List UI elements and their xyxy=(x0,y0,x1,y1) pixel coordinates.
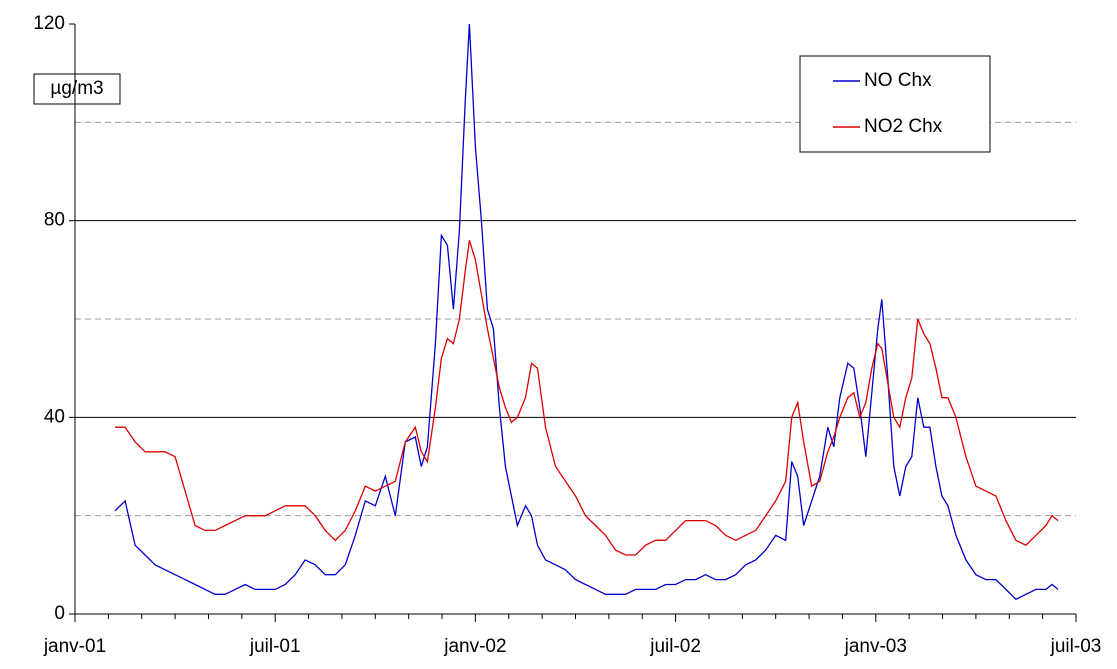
y-tick-label: 120 xyxy=(33,13,65,34)
legend-label: NO2 Chx xyxy=(864,116,943,137)
x-tick-label: janv-01 xyxy=(43,636,106,657)
x-tick-label: juil-03 xyxy=(1050,636,1102,657)
y-tick-label: 80 xyxy=(44,210,65,231)
y-tick-label: 40 xyxy=(44,406,65,427)
x-tick-label: janv-03 xyxy=(844,636,907,657)
x-tick-label: juil-01 xyxy=(249,636,301,657)
legend-box xyxy=(799,55,991,153)
series-line xyxy=(114,23,1059,601)
series-line xyxy=(115,240,1059,556)
y-axis-label: µg/m3 xyxy=(50,78,103,99)
y-tick-label: 0 xyxy=(54,603,65,624)
x-tick-label: juil-02 xyxy=(649,636,701,657)
x-tick-label: janv-02 xyxy=(443,636,506,657)
legend-label: NO Chx xyxy=(864,70,932,91)
y-label-box xyxy=(33,73,121,105)
